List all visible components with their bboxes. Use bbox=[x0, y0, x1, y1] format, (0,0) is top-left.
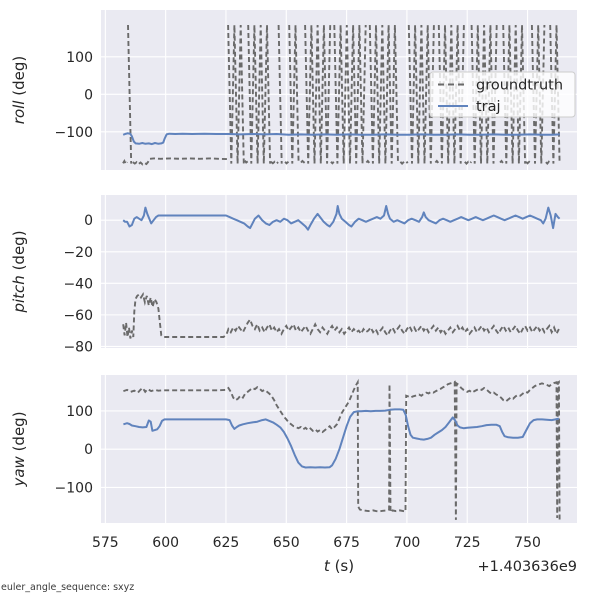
groundtruth-line bbox=[399, 160, 409, 165]
y-tick-label: 0 bbox=[84, 87, 93, 103]
x-axis-offset-text: +1.403636e9 bbox=[478, 559, 577, 575]
subplot-yaw: 100 0 −100 yaw (deg) bbox=[10, 375, 577, 523]
y-tick-label: −100 bbox=[55, 125, 93, 141]
y-tick-label: −60 bbox=[63, 308, 93, 324]
x-tick-label: 575 bbox=[92, 535, 119, 551]
groundtruth-wrap-lines bbox=[502, 24, 527, 164]
subplot-pitch: 0 −20 −40 −60 −80 pitch (deg) bbox=[10, 195, 577, 355]
y-axis-label: pitch (deg) bbox=[10, 230, 28, 313]
groundtruth-wrap-lines bbox=[227, 24, 245, 164]
groundtruth-wrap-lines bbox=[247, 24, 272, 164]
x-tick-label: 675 bbox=[333, 535, 360, 551]
groundtruth-line bbox=[330, 161, 335, 165]
x-tick-label: 650 bbox=[273, 535, 300, 551]
groundtruth-wrap-lines bbox=[288, 24, 300, 164]
y-tick-label: −40 bbox=[63, 276, 93, 292]
y-axis-label: yaw (deg) bbox=[10, 411, 28, 487]
y-tick-label: 0 bbox=[84, 442, 93, 458]
groundtruth-line bbox=[464, 160, 472, 165]
groundtruth-line bbox=[545, 160, 551, 166]
x-tick-label: 600 bbox=[152, 535, 179, 551]
groundtruth-line bbox=[525, 160, 532, 165]
x-tick-label: 750 bbox=[514, 535, 541, 551]
y-tick-label: −80 bbox=[63, 339, 93, 355]
groundtruth-wrap-lines bbox=[277, 24, 283, 164]
y-tick-label: 100 bbox=[66, 404, 93, 420]
legend: groundtruth traj bbox=[429, 71, 576, 118]
groundtruth-line bbox=[132, 157, 228, 166]
y-tick-label: −100 bbox=[55, 480, 93, 496]
groundtruth-line bbox=[284, 161, 290, 165]
groundtruth-line bbox=[434, 159, 440, 164]
plot-background bbox=[101, 195, 577, 348]
groundtruth-wrap-lines bbox=[333, 24, 367, 164]
groundtruth-line bbox=[365, 159, 371, 164]
traj-line bbox=[122, 205, 561, 231]
groundtruth-line bbox=[122, 292, 560, 339]
groundtruth-line bbox=[123, 378, 561, 520]
y-tick-label: 100 bbox=[66, 50, 93, 66]
groundtruth-line bbox=[300, 159, 306, 164]
groundtruth-line bbox=[244, 160, 249, 164]
x-tick-label: 700 bbox=[394, 535, 421, 551]
groundtruth-line bbox=[270, 160, 279, 165]
traj-line bbox=[123, 408, 560, 469]
groundtruth-wrap-lines bbox=[304, 24, 332, 164]
y-tick-label: −20 bbox=[63, 245, 93, 261]
y-tick-label: 0 bbox=[84, 213, 93, 229]
groundtruth-line bbox=[499, 159, 504, 164]
groundtruth-wrap-lines bbox=[127, 24, 133, 164]
groundtruth-wrap-lines bbox=[407, 24, 435, 164]
groundtruth-line bbox=[122, 158, 129, 166]
legend-label: groundtruth bbox=[476, 78, 563, 94]
x-axis-label: t (s) bbox=[324, 557, 354, 575]
x-tick-label: 625 bbox=[213, 535, 240, 551]
y-axis-label: roll (deg) bbox=[10, 56, 28, 124]
footer-note: euler_angle_sequence: sxyz bbox=[1, 582, 135, 593]
x-tick-label: 725 bbox=[454, 535, 481, 551]
traj-line bbox=[122, 132, 560, 146]
legend-label: traj bbox=[476, 99, 501, 115]
